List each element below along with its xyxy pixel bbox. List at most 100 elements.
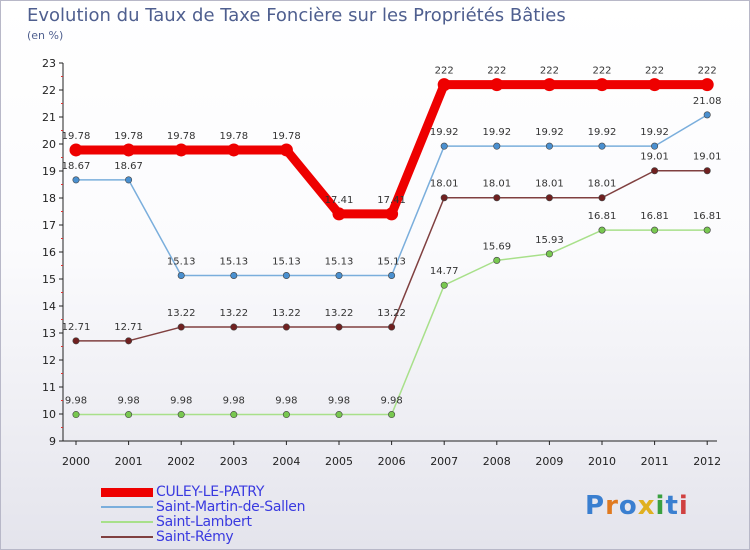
data-label: 15.13 [325, 256, 354, 267]
data-point [125, 176, 133, 184]
data-point [703, 111, 711, 119]
data-point [69, 143, 83, 157]
data-point [177, 323, 185, 331]
data-label: 13.22 [219, 308, 248, 319]
data-label: 19.92 [430, 127, 459, 138]
data-point [440, 142, 448, 150]
data-point [122, 143, 136, 157]
data-label: 17.41 [377, 195, 406, 206]
proxiti-logo: Proxiti [585, 491, 689, 521]
x-tick-label: 2006 [378, 455, 406, 468]
logo-letter: o [618, 491, 638, 521]
data-label: 222 [487, 66, 506, 77]
data-point [493, 256, 501, 264]
data-label: 19.92 [482, 127, 511, 138]
data-point [545, 142, 553, 150]
legend-swatch [101, 487, 153, 497]
data-label: 15.93 [535, 235, 564, 246]
data-label: 19.01 [640, 152, 669, 163]
data-point [282, 323, 290, 331]
data-point [648, 78, 662, 92]
data-label: 12.71 [62, 322, 91, 333]
x-tick-label: 2004 [272, 455, 300, 468]
logo-letter: r [605, 491, 619, 521]
data-point [282, 411, 290, 419]
data-label: 19.92 [535, 127, 564, 138]
y-tick-label: 19 [42, 165, 56, 178]
data-label: 9.98 [65, 396, 87, 407]
data-point [598, 194, 606, 202]
data-label: 13.22 [377, 308, 406, 319]
x-tick-label: 2002 [167, 455, 195, 468]
data-point [279, 143, 293, 157]
data-label: 222 [435, 66, 454, 77]
y-tick-label: 16 [42, 246, 56, 259]
data-label: 9.98 [380, 396, 402, 407]
data-label: 18.01 [482, 179, 511, 190]
data-label: 19.78 [114, 131, 143, 142]
data-point [125, 337, 133, 345]
data-label: 9.98 [275, 396, 297, 407]
data-point [651, 226, 659, 234]
data-label: 9.98 [328, 396, 350, 407]
legend-swatch [101, 506, 153, 508]
x-tick-label: 2010 [588, 455, 616, 468]
data-label: 16.81 [693, 211, 722, 222]
data-point [335, 411, 343, 419]
axes: 9 10 11 12 13 14 15 16 17 18 19 20 21 22 23 2000 2001 200… [42, 57, 721, 468]
data-point [388, 411, 396, 419]
data-point [545, 194, 553, 202]
data-point [125, 411, 133, 419]
legend-label: Saint-Lambert [156, 514, 252, 530]
data-point [437, 78, 451, 92]
data-label: 19.92 [640, 127, 669, 138]
data-label: 19.78 [219, 131, 248, 142]
y-tick-label: 18 [42, 192, 56, 205]
x-tick-label: 2008 [483, 455, 511, 468]
value-labels-layer: 18.67 18.67 15.13 15.13 15.13 15.13 15.13 19.92… [62, 66, 722, 407]
data-point [177, 411, 185, 419]
data-label: 18.01 [588, 179, 617, 190]
data-label: 222 [698, 66, 717, 77]
data-point [335, 271, 343, 279]
legend-swatch [101, 536, 153, 538]
chart-subtitle: (en %) [27, 29, 64, 42]
data-label: 19.78 [272, 131, 301, 142]
data-point [282, 271, 290, 279]
data-label: 9.98 [170, 396, 192, 407]
data-point [703, 167, 711, 175]
data-point [332, 207, 346, 221]
y-tick-label: 12 [42, 354, 56, 367]
y-tick-label: 14 [42, 300, 56, 313]
data-point [545, 250, 553, 258]
data-label: 15.13 [219, 256, 248, 267]
data-point [440, 281, 448, 289]
data-point [440, 194, 448, 202]
series-layer [69, 78, 714, 419]
data-label: 18.67 [114, 161, 143, 172]
data-point [388, 323, 396, 331]
x-tick-label: 2011 [641, 455, 669, 468]
data-point [230, 323, 238, 331]
data-label: 19.01 [693, 152, 722, 163]
data-label: 18.67 [62, 161, 91, 172]
logo-letter: i [655, 491, 666, 521]
legend-label: Saint-Martin-de-Sallen [156, 499, 306, 515]
chart-title: Evolution du Taux de Taxe Foncière sur l… [27, 5, 566, 26]
data-label: 222 [592, 66, 611, 77]
x-tick-label: 2003 [220, 455, 248, 468]
data-point [700, 78, 714, 92]
data-label: 19.92 [588, 127, 617, 138]
data-label: 15.13 [377, 256, 406, 267]
legend-label: Saint-Rémy [156, 529, 234, 545]
data-label: 15.69 [482, 241, 511, 252]
y-tick-label: 23 [42, 57, 56, 70]
data-point [651, 167, 659, 175]
x-tick-label: 2005 [325, 455, 353, 468]
data-point [598, 142, 606, 150]
logo-letter: P [585, 491, 606, 521]
data-point [542, 78, 556, 92]
y-tick-label: 11 [42, 381, 56, 394]
